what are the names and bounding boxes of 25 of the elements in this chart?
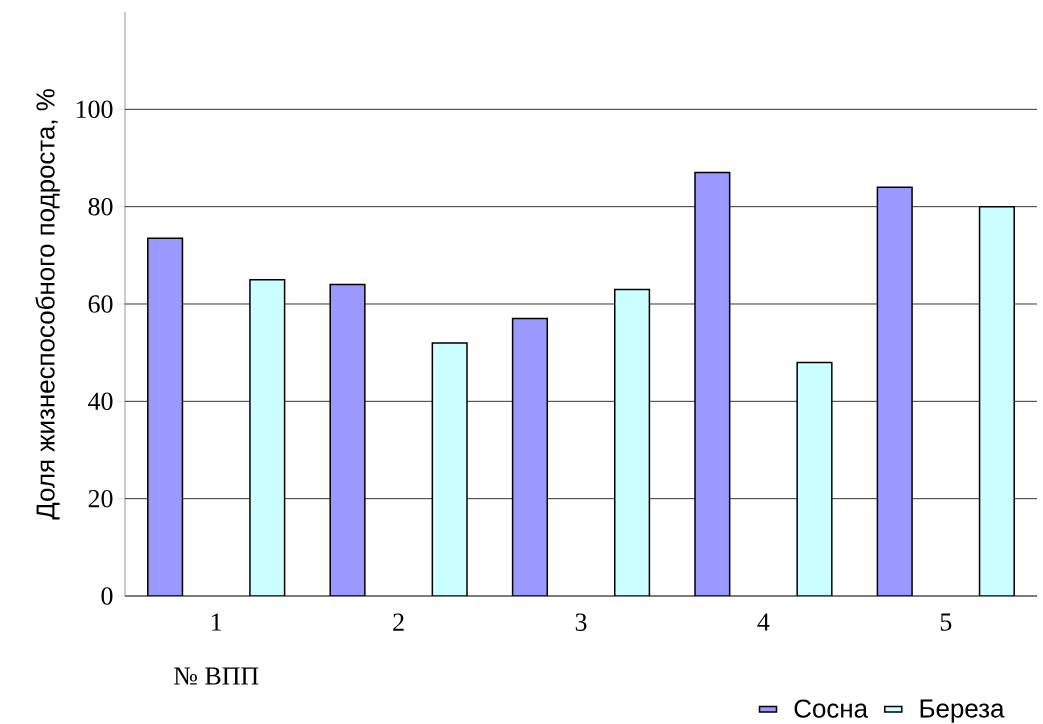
x-axis-title: № ВПП <box>174 667 259 685</box>
legend-label: Береза <box>920 699 1005 723</box>
bar <box>796 361 833 596</box>
bar <box>249 278 286 596</box>
legend-label: Сосна <box>794 699 869 718</box>
y-axis-title: Доля жизнеспособного подроста, % <box>35 89 60 520</box>
bar <box>694 171 731 596</box>
bar <box>614 288 651 596</box>
bar <box>147 237 184 596</box>
x-tick-label: 2 <box>393 613 404 631</box>
y-tick-label: 60 <box>88 295 113 313</box>
bar <box>431 342 468 596</box>
bar <box>329 283 366 596</box>
x-tick-label: 5 <box>940 613 952 631</box>
x-tick-label: 4 <box>757 613 770 631</box>
y-tick-label: 100 <box>76 100 113 119</box>
bar <box>876 186 913 596</box>
bar <box>511 317 549 596</box>
bar <box>978 205 1015 596</box>
y-tick-label: 80 <box>88 197 113 216</box>
x-tick-label: 3 <box>575 613 587 631</box>
y-tick-label: 20 <box>88 489 113 508</box>
y-tick-label: 0 <box>101 587 113 605</box>
y-tick-label: 40 <box>88 392 113 411</box>
x-tick-label: 1 <box>212 613 222 631</box>
